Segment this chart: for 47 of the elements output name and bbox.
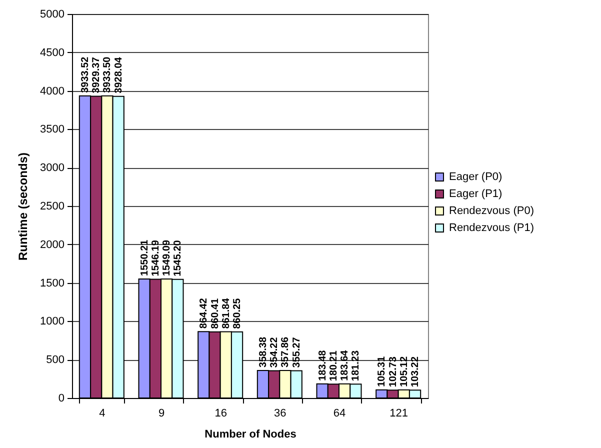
data-label: 1545.20 (172, 240, 184, 276)
data-label: 102.73 (388, 356, 399, 388)
x-tick-label: 64 (333, 408, 346, 420)
y-tick-label: 4000 (40, 85, 64, 98)
data-label: 3929.37 (91, 56, 102, 94)
x-axis-title: Number of Nodes (204, 428, 296, 440)
y-tick-label: 2500 (40, 200, 64, 212)
y-tick-label: 5000 (40, 8, 64, 20)
data-label: 357.86 (280, 336, 292, 368)
data-label: 103.22 (410, 356, 422, 388)
data-label: 860.25 (232, 298, 244, 329)
data-label: 105.12 (398, 356, 410, 387)
legend-label: Eager (P1) (449, 188, 502, 200)
data-label: 3933.50 (102, 56, 114, 93)
y-tick-label: 1000 (40, 316, 64, 328)
data-label: 354.22 (269, 336, 280, 368)
data-label: 860.41 (210, 298, 221, 329)
data-label: 355.27 (291, 336, 302, 368)
x-tick-label: 4 (99, 408, 106, 420)
legend-label: Rendezvous (P0) (449, 204, 534, 217)
data-label: 1546.19 (150, 240, 162, 276)
y-tick-label: 3000 (40, 162, 64, 174)
data-label: 861.84 (220, 298, 232, 329)
y-tick-label: 1500 (40, 277, 64, 290)
data-label: 183.64 (340, 350, 351, 381)
data-label: 105.31 (376, 356, 388, 387)
data-label: 1549.09 (162, 239, 173, 276)
data-label: 180.21 (328, 350, 340, 382)
x-tick-label: 36 (274, 408, 286, 420)
data-label: 1550.21 (139, 239, 150, 276)
data-label: 183.48 (317, 350, 328, 381)
y-tick-label: 4500 (40, 46, 64, 59)
legend-label: Eager (P0) (449, 170, 502, 183)
data-label: 181.23 (350, 350, 362, 382)
y-tick-label: 0 (58, 392, 64, 404)
data-label: 3928.04 (113, 56, 124, 94)
x-tick-label: 16 (214, 408, 227, 420)
y-axis-title: Runtime (seconds) (16, 152, 30, 261)
y-tick-label: 500 (46, 354, 64, 366)
data-label: 358.38 (258, 336, 269, 368)
data-label: 3933.52 (80, 56, 91, 93)
legend-label: Rendezvous (P1) (449, 222, 534, 234)
y-tick-label: 2000 (40, 238, 64, 251)
y-tick-label: 3500 (40, 124, 64, 136)
x-tick-label: 121 (390, 408, 408, 420)
data-label: 864.42 (198, 298, 210, 329)
x-tick-label: 9 (158, 408, 165, 420)
